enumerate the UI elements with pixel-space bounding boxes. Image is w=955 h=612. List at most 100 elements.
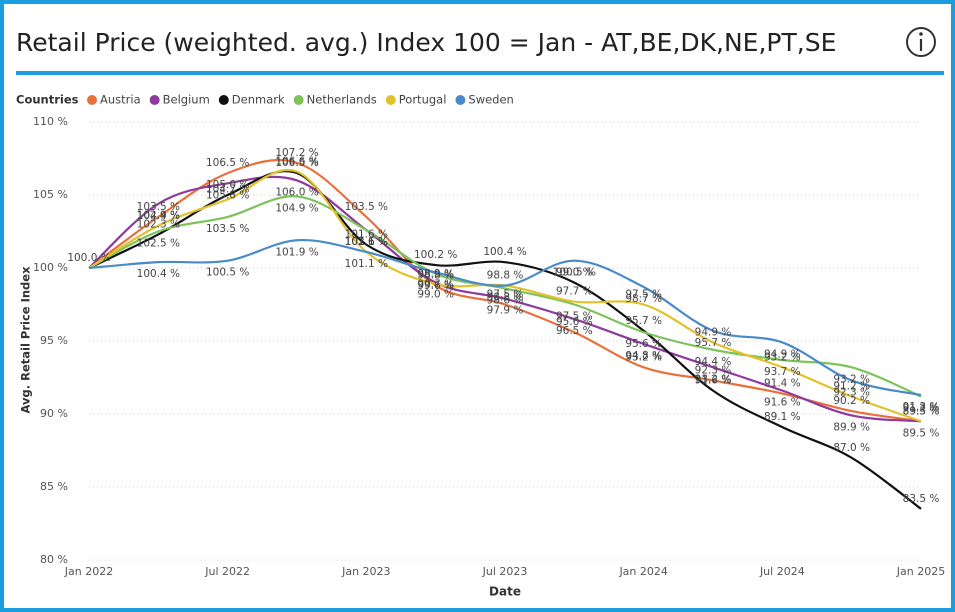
data-label: 96.5 % xyxy=(556,325,593,337)
data-label: 94.9 % xyxy=(764,348,801,360)
data-label: 91.6 % xyxy=(764,397,801,409)
y-tick-label: 105 % xyxy=(33,188,68,201)
data-label: 103.5 % xyxy=(137,201,180,213)
data-label: 97.5 % xyxy=(487,289,524,301)
data-label: 95.6 % xyxy=(556,316,593,328)
legend-label: Belgium xyxy=(163,93,210,107)
data-label: 104.7 % xyxy=(206,183,249,195)
data-label: 91.3 % xyxy=(903,401,940,413)
series-line xyxy=(88,239,922,397)
info-icon[interactable] xyxy=(906,27,936,57)
legend-swatch xyxy=(385,95,396,105)
x-tick-label: Jul 2022 xyxy=(204,565,250,578)
y-tick-label: 80 % xyxy=(40,553,68,566)
data-label: 92.3 % xyxy=(695,364,732,376)
data-label: 99.0 % xyxy=(556,267,593,279)
data-label: 106.5 % xyxy=(206,157,249,169)
data-label: 98.9 % xyxy=(417,268,454,280)
legend-label: Netherlands xyxy=(307,93,377,107)
x-tick-label: Jan 2022 xyxy=(64,565,113,578)
data-label: 101.9 % xyxy=(275,246,318,258)
legend-swatch xyxy=(149,95,160,105)
data-label: 99.0 % xyxy=(417,289,454,301)
data-label: 104.4 % xyxy=(137,210,180,222)
data-label: 100.0 % xyxy=(67,252,110,264)
data-label: 90.2 % xyxy=(833,395,870,407)
data-label: 98.6 % xyxy=(487,294,524,306)
data-label: 101.1 % xyxy=(345,258,388,270)
data-label: 104.9 % xyxy=(275,202,318,214)
data-label: 95.7 % xyxy=(625,315,662,327)
y-tick-label: 90 % xyxy=(40,407,68,420)
data-label: 93.2 % xyxy=(625,351,662,363)
data-label: 103.5 % xyxy=(206,223,249,235)
data-label: 93.2 % xyxy=(695,373,732,385)
data-label: 93.7 % xyxy=(764,366,801,378)
data-label: 105.8 % xyxy=(206,189,249,201)
data-label: 89.1 % xyxy=(764,411,801,423)
chart-title: Retail Price (weighted. avg.) Index 100 … xyxy=(16,28,836,57)
data-label: 91.2 % xyxy=(903,402,940,414)
legend-label: Portugal xyxy=(399,93,447,107)
data-label: 89.5 % xyxy=(903,405,940,417)
data-label: 87.0 % xyxy=(833,442,870,454)
data-label: 106.5 % xyxy=(275,157,318,169)
data-label: 100.2 % xyxy=(414,249,457,261)
data-label: 95.7 % xyxy=(695,337,732,349)
data-label: 105.0 % xyxy=(206,179,249,191)
data-label: 95.6 % xyxy=(625,338,662,350)
x-tick-label: Jul 2023 xyxy=(482,565,528,578)
data-label: 91.6 % xyxy=(695,375,732,387)
data-label: 100.5 % xyxy=(206,267,249,279)
data-label: 102.9 % xyxy=(137,210,180,222)
data-label: 93.2 % xyxy=(833,373,870,385)
data-label: 94.8 % xyxy=(625,350,662,362)
y-tick-label: 85 % xyxy=(40,480,68,493)
legend-label: Sweden xyxy=(468,93,513,107)
data-label: 102.6 % xyxy=(345,236,388,248)
y-tick-label: 110 % xyxy=(33,115,68,128)
data-label: 89.5 % xyxy=(903,427,940,439)
y-tick-label: 100 % xyxy=(33,261,68,274)
data-label: 101.6 % xyxy=(345,229,388,241)
data-label: 89.5 % xyxy=(903,405,940,417)
data-label: 94.4 % xyxy=(695,356,732,368)
data-label: 92.3 % xyxy=(833,386,870,398)
data-label: 102.3 % xyxy=(137,218,180,230)
y-axis-title: Avg. Retail Price Index xyxy=(19,266,33,414)
legend-swatch xyxy=(455,95,466,105)
data-label: 100.5 % xyxy=(553,267,596,279)
data-label: 97.9 % xyxy=(487,305,524,317)
data-label: 99.7 % xyxy=(417,278,454,290)
data-label: 106.0 % xyxy=(275,186,318,198)
data-label: 102.6 % xyxy=(345,236,388,248)
legend-label: Austria xyxy=(100,93,141,107)
series-line xyxy=(88,170,922,510)
series-line xyxy=(88,175,922,423)
x-tick-label: Jul 2024 xyxy=(759,565,805,578)
x-tick-label: Jan 2025 xyxy=(896,565,945,578)
series-line xyxy=(88,195,922,398)
data-label: 94.9 % xyxy=(695,326,732,338)
legend-swatch xyxy=(293,95,304,105)
data-label: 91.4 % xyxy=(764,378,801,390)
data-label: 97.5 % xyxy=(625,289,662,301)
legend-swatch xyxy=(218,95,229,105)
data-label: 103.5 % xyxy=(345,201,388,213)
data-label: 89.9 % xyxy=(833,421,870,433)
legend-label: Denmark xyxy=(232,93,285,107)
data-label: 98.7 % xyxy=(625,293,662,305)
legend-swatch xyxy=(87,95,97,105)
x-axis-title: Date xyxy=(489,585,521,599)
series-line xyxy=(88,159,922,423)
legend-title: Countries xyxy=(16,93,79,107)
data-label: 97.5 % xyxy=(556,311,593,323)
y-tick-label: 95 % xyxy=(40,334,68,347)
data-label: 102.5 % xyxy=(137,238,180,250)
data-label: 93.2 % xyxy=(764,351,801,363)
data-label: 98.8 % xyxy=(487,292,524,304)
data-label: 98.8 % xyxy=(417,270,454,282)
